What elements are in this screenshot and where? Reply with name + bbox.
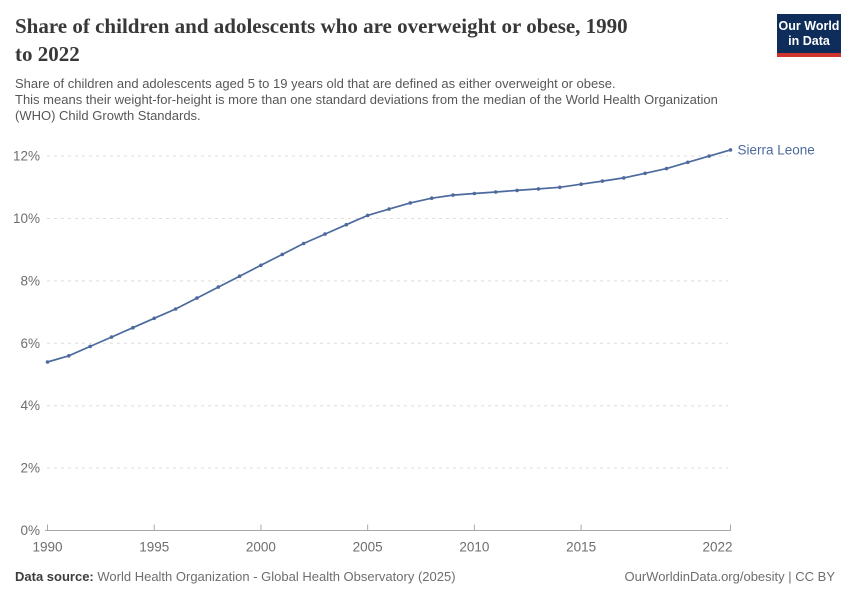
data-point[interactable] bbox=[643, 171, 647, 176]
data-point[interactable] bbox=[493, 190, 498, 194]
data-point[interactable] bbox=[301, 241, 306, 246]
owid-logo-text-line: Our World bbox=[778, 19, 840, 33]
data-line[interactable] bbox=[46, 149, 732, 363]
data-point[interactable] bbox=[67, 354, 71, 358]
data-point[interactable] bbox=[280, 252, 285, 257]
chart-subtitle-line: Share of children and adolescents aged 5… bbox=[15, 76, 616, 91]
data-point[interactable] bbox=[558, 185, 562, 190]
series-label[interactable]: Sierra Leone bbox=[738, 142, 815, 157]
x-tick-label: 2022 bbox=[702, 540, 732, 555]
data-point[interactable] bbox=[195, 296, 199, 300]
data-point[interactable] bbox=[237, 274, 242, 278]
y-tick-label: 6% bbox=[20, 336, 40, 351]
chart-title: Share of children and adolescents who ar… bbox=[15, 12, 760, 68]
data-point[interactable] bbox=[686, 160, 690, 165]
y-tick-label: 2% bbox=[20, 461, 40, 476]
data-point[interactable] bbox=[45, 360, 50, 364]
data-source-text: World Health Organization - Global Healt… bbox=[97, 569, 456, 584]
y-tick-label: 12% bbox=[13, 149, 40, 164]
y-tick-label: 4% bbox=[20, 398, 40, 413]
data-point[interactable] bbox=[323, 232, 327, 236]
data-point[interactable] bbox=[429, 196, 434, 200]
data-point[interactable] bbox=[216, 285, 221, 289]
line-chart-plot-area[interactable]: 0% 2% 4% 6% 8% 10% 12% 1990 1995 2000 2005 2010 2015… bbox=[0, 130, 850, 570]
y-tick-label: 10% bbox=[13, 211, 40, 226]
chart-subtitle-line: (WHO) Child Growth Standards. bbox=[15, 107, 201, 123]
y-tick-label: 8% bbox=[20, 273, 40, 288]
data-point[interactable] bbox=[515, 188, 519, 193]
data-point[interactable] bbox=[152, 316, 156, 321]
data-point[interactable] bbox=[600, 179, 605, 183]
x-tick-label: 2015 bbox=[566, 540, 596, 555]
x-tick-label: 2010 bbox=[459, 540, 489, 555]
data-point[interactable] bbox=[173, 307, 178, 311]
data-point[interactable] bbox=[536, 187, 541, 191]
credit-link[interactable]: OurWorldinData.org/obesity | CC BY bbox=[624, 569, 836, 584]
x-tick-label: 1990 bbox=[32, 540, 62, 555]
x-tick-label: 2000 bbox=[246, 540, 276, 555]
data-point[interactable] bbox=[88, 344, 92, 349]
chart-title-line: Share of children and adolescents who ar… bbox=[15, 14, 628, 38]
chart-title-line: to 2022 bbox=[15, 42, 80, 66]
data-point[interactable] bbox=[344, 222, 349, 227]
data-source: Data source: World Health Organization -… bbox=[15, 569, 456, 584]
x-tick-label: 2005 bbox=[353, 540, 383, 555]
data-point[interactable] bbox=[408, 201, 413, 205]
data-point[interactable] bbox=[728, 148, 733, 152]
data-point[interactable] bbox=[451, 193, 455, 197]
data-point[interactable] bbox=[664, 166, 669, 171]
owid-logo[interactable]: Our World in Data bbox=[777, 14, 841, 57]
data-point[interactable] bbox=[472, 191, 477, 196]
data-point[interactable] bbox=[365, 213, 370, 218]
data-point[interactable] bbox=[387, 207, 391, 211]
data-point[interactable] bbox=[707, 154, 711, 158]
y-tick-label: 0% bbox=[20, 523, 40, 538]
data-point[interactable] bbox=[622, 176, 626, 180]
owid-logo-text-line: in Data bbox=[788, 33, 830, 48]
chart-footer: Data source: World Health Organization -… bbox=[15, 569, 835, 584]
data-point[interactable] bbox=[259, 263, 263, 268]
data-point[interactable] bbox=[109, 335, 114, 339]
data-point[interactable] bbox=[579, 182, 583, 186]
chart-subtitle-line: This means their weight-for-height is mo… bbox=[15, 91, 718, 107]
data-source-label: Data source: bbox=[15, 569, 94, 584]
data-point[interactable] bbox=[131, 325, 135, 330]
chart-subtitle: Share of children and adolescents aged 5… bbox=[15, 76, 840, 123]
x-tick-label: 1995 bbox=[139, 540, 169, 555]
